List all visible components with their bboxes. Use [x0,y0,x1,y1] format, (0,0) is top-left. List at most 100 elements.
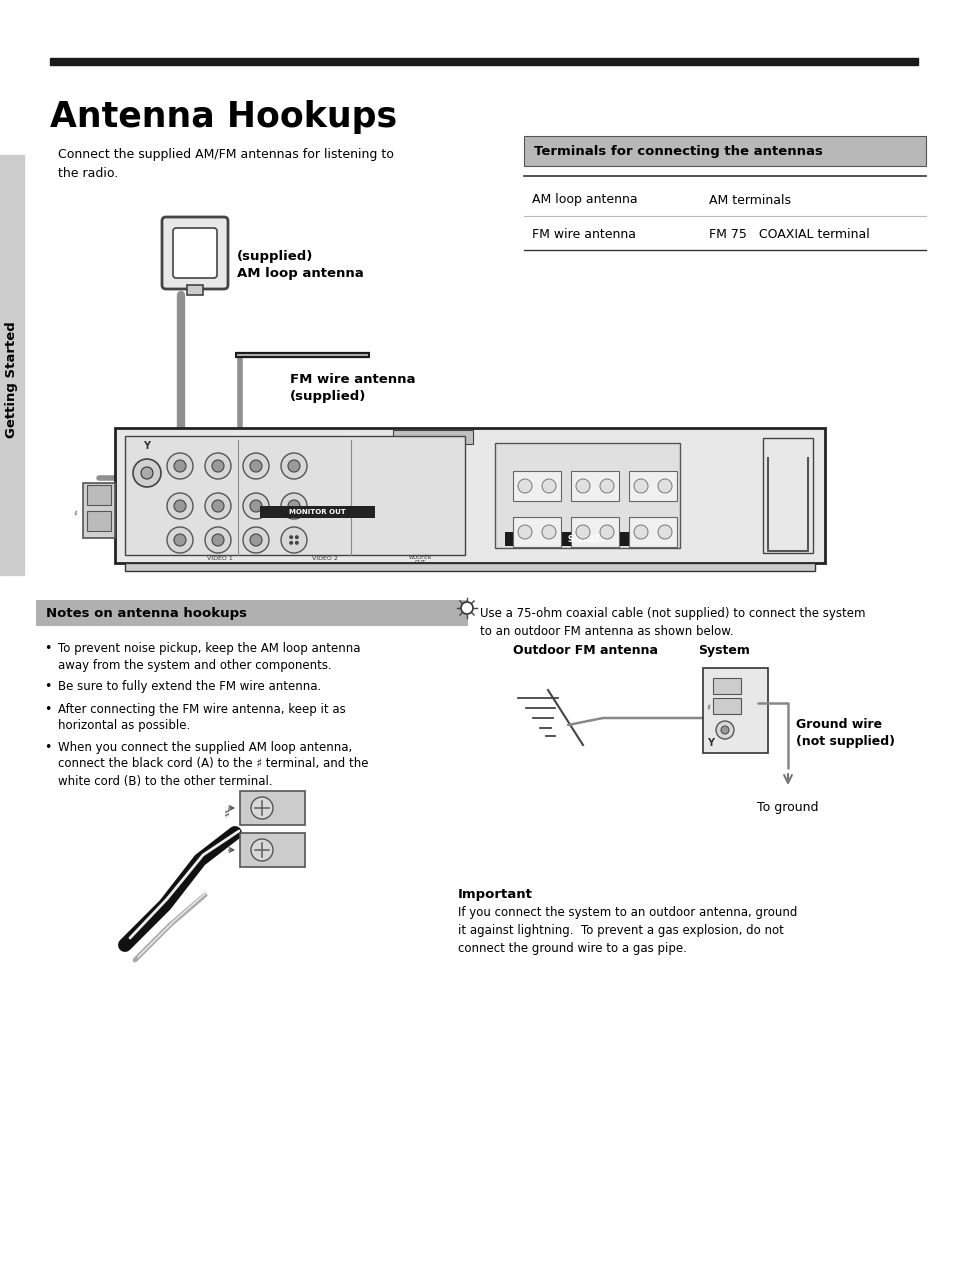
Circle shape [634,525,647,539]
Bar [260,506,375,519]
Text: Antenna Hookups: Antenna Hookups [50,99,396,134]
Circle shape [205,527,231,553]
Bar [115,428,824,563]
Bar [393,431,473,445]
Text: Use a 75-ohm coaxial cable (not supplied) to connect the system
to an outdoor FM: Use a 75-ohm coaxial cable (not supplied… [479,606,864,638]
Circle shape [173,460,186,471]
Text: VIDEO 1: VIDEO 1 [207,557,233,562]
Circle shape [634,479,647,493]
Bar [36,600,468,626]
Text: AM terminals: AM terminals [708,194,790,206]
Circle shape [141,468,152,479]
Circle shape [250,534,262,547]
Circle shape [517,525,532,539]
Bar [83,483,115,538]
Text: System: System [698,643,749,657]
Circle shape [281,527,307,553]
Bar [495,443,679,548]
Text: To ground: To ground [757,801,818,814]
Text: MONITOR OUT: MONITOR OUT [289,510,345,515]
Text: WOOFER
OUT: WOOFER OUT [408,554,431,566]
Text: When you connect the supplied AM loop antenna,
connect the black cord (A) to the: When you connect the supplied AM loop an… [58,740,368,787]
Circle shape [243,527,269,553]
Circle shape [173,499,186,512]
Text: Outdoor FM antenna: Outdoor FM antenna [513,643,658,657]
Circle shape [289,535,293,539]
Text: AM loop antenna: AM loop antenna [236,268,363,280]
Bar [571,471,618,501]
Text: •: • [44,680,51,693]
FancyBboxPatch shape [162,217,228,289]
Bar [712,698,740,713]
Circle shape [576,479,589,493]
Circle shape [720,726,728,734]
Text: (supplied): (supplied) [236,250,313,262]
Bar [87,511,111,531]
Text: SPEAKER: SPEAKER [567,535,606,544]
Circle shape [281,454,307,479]
Text: Y: Y [707,738,714,748]
Bar [187,285,203,296]
Circle shape [541,479,556,493]
Bar [513,471,560,501]
Bar [125,436,464,555]
Circle shape [288,499,299,512]
Text: Y: Y [143,441,151,451]
Text: Connect the supplied AM/FM antennas for listening to
the radio.: Connect the supplied AM/FM antennas for … [58,148,394,180]
Circle shape [205,493,231,519]
Circle shape [599,479,614,493]
Circle shape [658,525,671,539]
Text: ♯: ♯ [73,508,77,517]
Circle shape [460,603,473,614]
Bar [712,678,740,694]
Circle shape [250,460,262,471]
Circle shape [599,525,614,539]
Bar [125,563,814,571]
Text: Terminals for connecting the antennas: Terminals for connecting the antennas [534,145,822,158]
Circle shape [517,479,532,493]
Text: To prevent noise pickup, keep the AM loop antenna
away from the system and other: To prevent noise pickup, keep the AM loo… [58,642,360,671]
FancyBboxPatch shape [172,228,216,278]
Text: Notes on antenna hookups: Notes on antenna hookups [46,608,247,620]
Text: Be sure to fully extend the FM wire antenna.: Be sure to fully extend the FM wire ante… [58,680,321,693]
Circle shape [294,541,298,545]
Text: Ground wire
(not supplied): Ground wire (not supplied) [795,719,894,748]
Text: ♯: ♯ [224,809,230,822]
Circle shape [132,459,161,487]
Circle shape [289,541,293,545]
Bar [0,155,24,575]
Circle shape [173,534,186,547]
Circle shape [212,460,224,471]
Text: FM 75   COAXIAL terminal: FM 75 COAXIAL terminal [708,228,869,241]
Text: FM wire antenna: FM wire antenna [532,228,636,241]
Circle shape [212,499,224,512]
Text: Getting Started: Getting Started [6,321,18,438]
Text: ♯: ♯ [705,703,709,712]
Circle shape [167,493,193,519]
Bar [240,791,305,826]
Circle shape [243,493,269,519]
Text: •: • [44,642,51,655]
Circle shape [243,454,269,479]
Circle shape [658,479,671,493]
Circle shape [294,535,298,539]
Circle shape [716,721,733,739]
Bar [513,517,560,547]
Bar [240,833,305,868]
Bar [762,438,812,553]
Bar [523,136,925,166]
Text: •: • [44,740,51,753]
Bar [50,59,917,65]
Bar [504,533,669,547]
Circle shape [205,454,231,479]
Text: •: • [44,702,51,716]
Circle shape [212,534,224,547]
Bar [571,517,618,547]
Bar [702,668,767,753]
Circle shape [251,840,273,861]
Circle shape [251,798,273,819]
Text: FM wire antenna: FM wire antenna [290,373,416,386]
Text: Important: Important [457,888,533,901]
Text: VIDEO 2: VIDEO 2 [312,557,337,562]
Text: AM loop antenna: AM loop antenna [532,194,637,206]
